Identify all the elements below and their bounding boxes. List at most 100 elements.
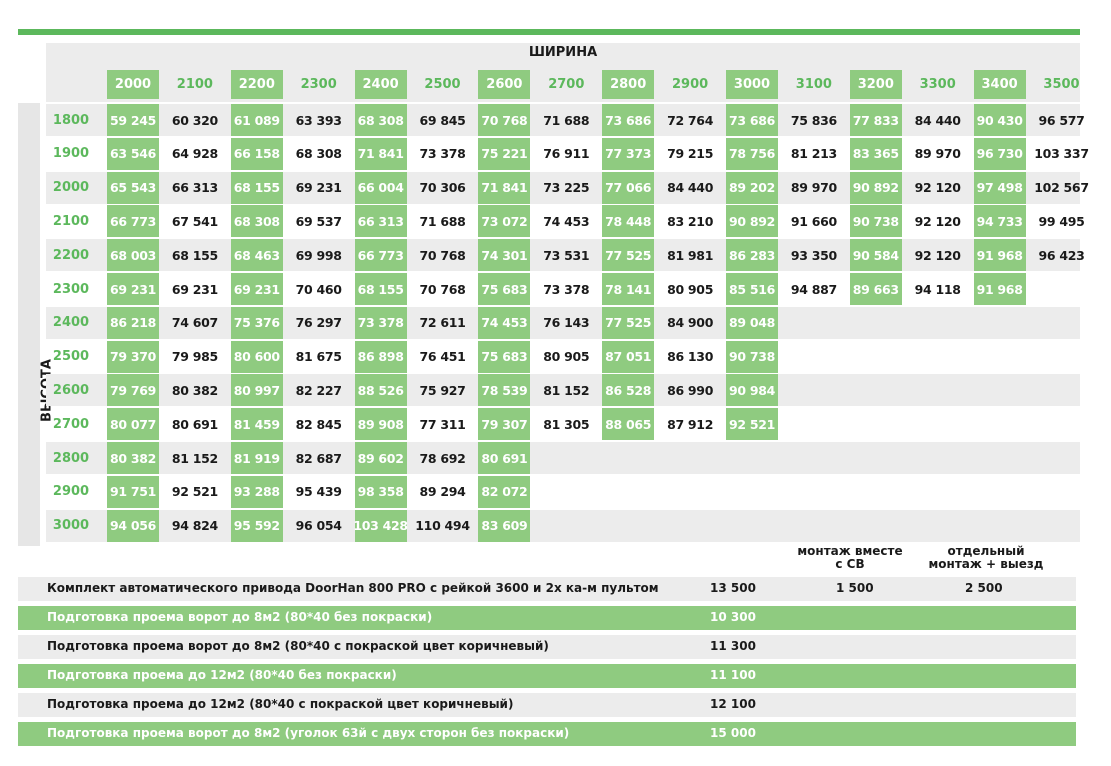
price-cell: 73 686	[726, 104, 778, 136]
extras-row: Подготовка проема ворот до 8м2 (80*40 с …	[18, 635, 1076, 659]
price-cell: 97 498	[973, 171, 1026, 204]
price-cell: 90 984	[726, 374, 778, 407]
price-cell: 63 546	[107, 137, 159, 170]
price-cell: 91 968	[973, 273, 1026, 305]
price-cell: 70 768	[419, 247, 466, 263]
price-cell: 63 393	[295, 112, 342, 128]
price-cell: 84 440	[914, 112, 961, 128]
price-cell: 86 283	[726, 239, 778, 272]
width-column-header: 3100	[795, 77, 832, 92]
price-cell: 85 516	[726, 273, 778, 305]
price-cell: 75 683	[478, 273, 531, 305]
extras-row: Подготовка проема ворот до 8м2 (уголок 6…	[18, 722, 1076, 746]
price-cell: 72 611	[419, 315, 466, 331]
price-cell: 89 663	[849, 273, 902, 305]
price-cell: 78 692	[419, 450, 466, 466]
price-cell: 75 683	[478, 340, 531, 373]
price-cell: 90 430	[973, 104, 1026, 136]
price-cell: 61 089	[230, 104, 283, 136]
price-cell: 73 378	[354, 306, 407, 339]
width-column-header: 2800	[602, 70, 655, 99]
price-cell: 76 911	[543, 146, 590, 162]
price-cell: 71 841	[354, 137, 407, 170]
price-cell: 68 155	[171, 247, 218, 263]
price-cell: 98 358	[354, 475, 407, 508]
price-cell: 83 365	[849, 137, 902, 170]
price-cell: 68 155	[354, 273, 407, 305]
price-cell: 65 543	[107, 171, 159, 204]
price-cell: 92 521	[726, 408, 778, 441]
price-cell: 96 730	[973, 137, 1026, 170]
price-cell: 66 313	[171, 180, 218, 196]
price-cell: 95 439	[295, 484, 342, 500]
extras-row-price: 15 000	[710, 726, 756, 740]
extras-row: Комплект автоматического привода DoorHan…	[18, 577, 1076, 601]
price-cell: 94 824	[171, 518, 218, 534]
top-accent-bar	[18, 29, 1080, 35]
price-cell: 81 305	[543, 416, 590, 432]
extras-row: Подготовка проема до 12м2 (80*40 с покра…	[18, 693, 1076, 717]
price-cell: 69 231	[295, 180, 342, 196]
extras-row-label: Комплект автоматического привода DoorHan…	[47, 581, 659, 595]
extras-row-label: Подготовка проема до 12м2 (80*40 с покра…	[47, 697, 514, 711]
price-cell: 81 152	[543, 382, 590, 398]
row-stripe	[46, 509, 1080, 542]
price-cell: 73 686	[602, 104, 655, 136]
price-cell: 93 350	[790, 247, 837, 263]
price-cell: 66 313	[354, 205, 407, 238]
width-column-header: 2700	[548, 77, 585, 92]
price-cell: 76 451	[419, 349, 466, 365]
price-cell: 89 602	[354, 442, 407, 474]
height-row-header: 2600	[52, 382, 90, 398]
price-cell: 88 526	[354, 374, 407, 407]
height-row-header: 2800	[52, 450, 90, 466]
price-cell: 75 836	[790, 112, 837, 128]
price-cell: 87 912	[667, 416, 714, 432]
price-cell: 93 288	[230, 475, 283, 508]
width-column-header: 3300	[919, 77, 956, 92]
height-row-header: 2700	[52, 416, 90, 432]
height-row-header: 2400	[52, 315, 90, 331]
extras-row-separate-price: 2 500	[965, 581, 1003, 595]
price-cell: 89 294	[419, 484, 466, 500]
extras-header-together: монтаж вместе с СВ	[797, 544, 903, 571]
height-row-header: 1800	[52, 112, 90, 128]
price-cell: 68 308	[354, 104, 407, 136]
price-cell: 89 970	[790, 180, 837, 196]
price-cell: 102 567	[1034, 180, 1089, 196]
price-cell: 90 584	[849, 239, 902, 272]
price-cell: 89 908	[354, 408, 407, 441]
price-cell: 79 215	[667, 146, 714, 162]
width-column-header: 3400	[973, 70, 1026, 99]
price-cell: 80 905	[667, 281, 714, 297]
extras-row-price: 11 300	[710, 639, 756, 653]
price-cell: 92 521	[171, 484, 218, 500]
price-cell: 60 320	[171, 112, 218, 128]
price-cell: 87 051	[602, 340, 655, 373]
row-stripe	[46, 306, 1080, 339]
width-column-header: 2900	[672, 77, 709, 92]
price-cell: 91 968	[973, 239, 1026, 272]
price-cell: 77 373	[602, 137, 655, 170]
price-cell: 99 495	[1038, 213, 1085, 229]
price-cell: 83 210	[667, 213, 714, 229]
price-cell: 76 297	[295, 315, 342, 331]
extras-row-price: 11 100	[710, 668, 756, 682]
price-cell: 89 202	[726, 171, 778, 204]
price-cell: 95 592	[230, 509, 283, 542]
price-cell: 70 306	[419, 180, 466, 196]
price-cell: 90 892	[726, 205, 778, 238]
price-cell: 96 423	[1038, 247, 1085, 263]
price-cell: 91 751	[107, 475, 159, 508]
price-cell: 72 764	[667, 112, 714, 128]
price-cell: 73 225	[543, 180, 590, 196]
price-cell: 81 213	[790, 146, 837, 162]
price-cell: 77 525	[602, 306, 655, 339]
price-cell: 71 841	[478, 171, 531, 204]
extras-row: Подготовка проема до 12м2 (80*40 без пок…	[18, 664, 1076, 688]
price-cell: 68 308	[230, 205, 283, 238]
price-cell: 83 609	[478, 509, 531, 542]
row-stripe	[46, 104, 1080, 136]
price-cell: 96 577	[1038, 112, 1085, 128]
height-row-header: 2500	[52, 349, 90, 365]
